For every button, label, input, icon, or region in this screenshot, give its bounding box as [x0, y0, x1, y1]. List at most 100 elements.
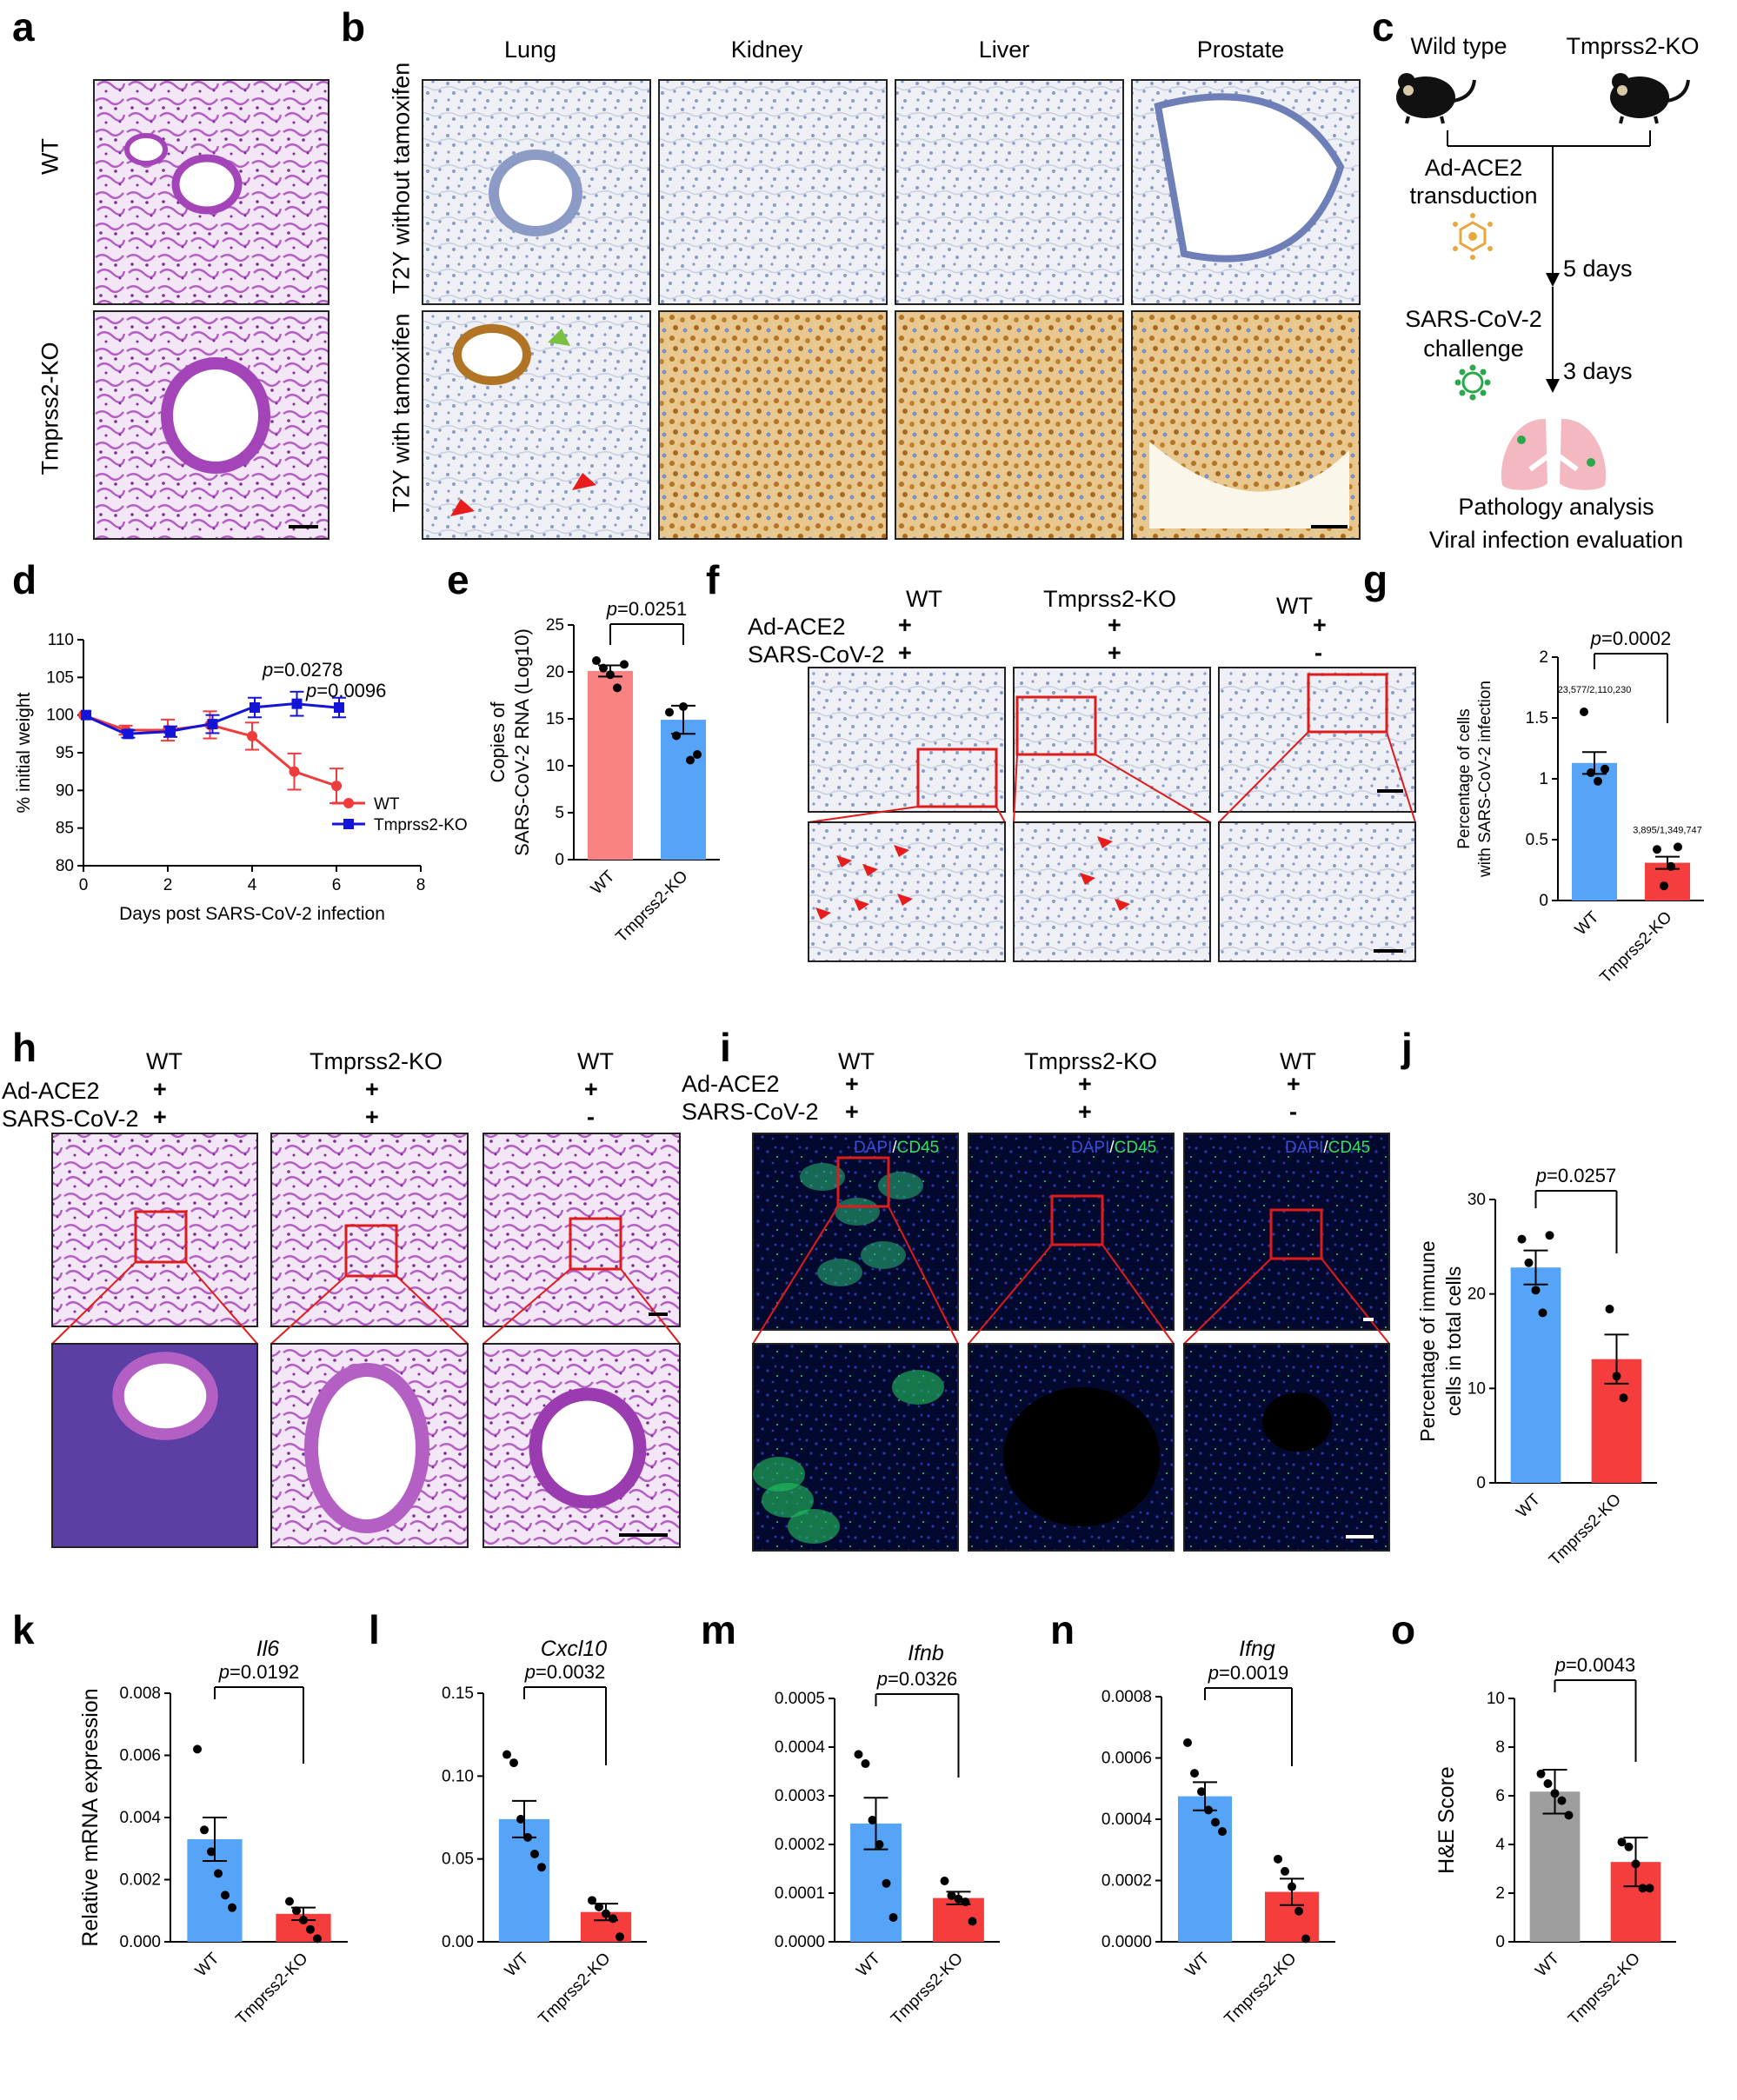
panel-i-bottom-1 [968, 1343, 1175, 1552]
panel-letter-e: e [447, 557, 469, 602]
cond-h-p1: + [153, 1076, 167, 1102]
p-number: =0.0019 [1219, 1662, 1288, 1684]
stain-label-2: DAPI/CD45 [1071, 1139, 1156, 1158]
panel-h-top-2-image [482, 1133, 681, 1327]
panel-letter-f: f [706, 557, 720, 602]
zoom-box [134, 1210, 188, 1264]
zoom-box [1015, 695, 1097, 756]
cond-f-ad: Ad-ACE2 [748, 614, 846, 640]
data-point [291, 698, 303, 709]
panel-b-row-with: T2Y with tamoxifen [388, 313, 415, 513]
chart-m: 0.0000 0.0001 0.0002 0.0003 0.0004 0.0005 WT Tm… [775, 1641, 1000, 2029]
chart-j: 0 10 20 30 WT Tmprss2-KO p=0.0257 Percentage of… [1416, 1165, 1657, 1570]
data-point [1624, 1842, 1634, 1851]
x-tick-label: WT [1532, 1949, 1563, 1980]
data-point [947, 1891, 956, 1900]
stain-cd45: CD45 [896, 1139, 940, 1157]
data-point [1617, 1838, 1627, 1847]
cond-h-wt1: WT [146, 1048, 183, 1074]
cond-f-m1: - [1314, 640, 1322, 666]
panel-c-step2b: challenge [1423, 336, 1524, 362]
y-tick-label: 0.0000 [1101, 1933, 1152, 1951]
panel-f-top-0-image [808, 667, 1006, 813]
chart-o: 0 2 4 6 8 10 WT Tmprss2-KO p=0.0043 H&E Score [1434, 1654, 1676, 2029]
panel-h-bottom-0 [51, 1343, 258, 1548]
panel-letter-k: k [12, 1607, 35, 1652]
y-tick-label: 8 [1495, 1738, 1505, 1757]
chart-title: Il6 [256, 1637, 280, 1661]
y-tick-label: 2 [1495, 1884, 1505, 1903]
red-arrow [1080, 873, 1095, 885]
x-tick-label: Tmprss2-KO [613, 867, 692, 947]
x-tick-label: WT [1513, 1490, 1544, 1521]
x-tick-label: 8 [416, 876, 426, 894]
data-point [1288, 1882, 1296, 1891]
panel-letter-n: n [1050, 1607, 1075, 1652]
panel-b-r1-c1-image [658, 79, 888, 305]
p-symbol: p [1554, 1654, 1566, 1676]
cond-i-ko: Tmprss2-KO [1024, 1048, 1158, 1074]
adenovirus-shape [1459, 221, 1487, 252]
cond-i-ad: Ad-ACE2 [682, 1071, 780, 1097]
p-number: =0.0002 [1601, 628, 1671, 649]
p-symbol: p [524, 1661, 536, 1683]
red-arrow [862, 864, 878, 876]
y-tick-label: 5 [555, 804, 564, 822]
stain-cd45: CD45 [1328, 1139, 1371, 1157]
panel-c-days2: 3 days [1563, 358, 1633, 384]
panel-b-r2-c0 [422, 310, 651, 540]
cond-f-p5: + [1313, 612, 1327, 638]
zoom-box [1269, 1208, 1323, 1260]
panel-c-out2: Viral infection evaluation [1428, 527, 1684, 553]
data-point [1557, 1796, 1567, 1805]
p-value: p=0.0192 [218, 1661, 299, 1683]
zoom-line [1321, 1258, 1390, 1345]
y-tick-label: 0 [1476, 1474, 1486, 1492]
zoom-line [1013, 754, 1018, 823]
data-point [1218, 1827, 1227, 1837]
x-tick-label: WT [588, 867, 619, 898]
cond-i-p5: + [1287, 1071, 1301, 1097]
cd45-signal [835, 1198, 880, 1226]
zoom-line [995, 806, 1006, 823]
y-axis-label: Copies of [487, 701, 509, 783]
data-point [193, 1744, 202, 1754]
cond-h-ko: Tmprss2-KO [309, 1048, 443, 1074]
coronavirus-shape [1461, 371, 1484, 394]
y-tick-label: 10 [1487, 1690, 1505, 1708]
panel-letter-i: i [720, 1025, 731, 1070]
y-tick-label: 95 [56, 744, 74, 762]
mouse-leg [1654, 116, 1659, 124]
coronavirus-spike [1469, 364, 1476, 371]
coronavirus-spike [1459, 369, 1466, 375]
panel-f-bottom-2-image [1218, 821, 1416, 962]
series-tmprss2-ko: Tmprss2-KO [81, 690, 468, 834]
stain-label-1: DAPI/CD45 [854, 1139, 939, 1158]
mouse-eye [1403, 85, 1414, 96]
cd45-signal [892, 1370, 944, 1405]
data-point [1524, 1258, 1534, 1267]
chart-title: Cxcl10 [541, 1637, 608, 1661]
virus-dot [1517, 435, 1526, 444]
red-arrow [450, 499, 475, 516]
panel-b-r1-c2-image [895, 79, 1124, 305]
panel-f-bottom-2 [1218, 821, 1416, 962]
x-tick-label: Tmprss2-KO [1597, 908, 1676, 987]
cond-i-p4: + [1078, 1099, 1092, 1125]
data-point [537, 1863, 546, 1872]
data-point [299, 1915, 308, 1924]
virus-dot [1587, 458, 1595, 467]
coronavirus-spike [1480, 389, 1487, 396]
data-point [523, 1832, 532, 1842]
panel-i-top-0 [752, 1133, 959, 1345]
y-tick-label: 0.006 [119, 1747, 161, 1765]
data-point [1653, 845, 1661, 854]
panel-c-out1: Pathology analysis [1458, 494, 1654, 520]
y-tick-label: 0.00 [442, 1933, 474, 1951]
y-tick-label: 4 [1495, 1836, 1505, 1854]
zoom-line [752, 1206, 839, 1345]
data-point [954, 1894, 963, 1904]
prostate-lumen [1154, 93, 1345, 262]
y-tick-label: 20 [546, 663, 564, 681]
